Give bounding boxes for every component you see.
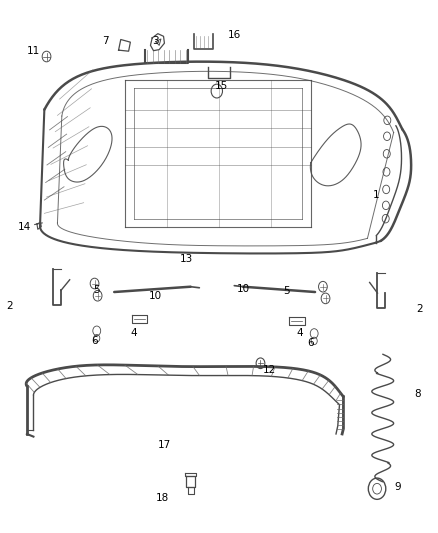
- Text: 16: 16: [228, 30, 241, 41]
- Text: 10: 10: [237, 284, 250, 294]
- Text: 3: 3: [152, 36, 159, 45]
- Text: 2: 2: [6, 301, 13, 311]
- Text: 17: 17: [158, 440, 171, 450]
- Text: 13: 13: [180, 254, 193, 263]
- Text: 2: 2: [417, 304, 423, 314]
- Text: 4: 4: [297, 328, 303, 338]
- Text: 15: 15: [215, 81, 228, 91]
- Text: 8: 8: [414, 389, 421, 399]
- Text: 5: 5: [283, 286, 290, 296]
- Text: 11: 11: [27, 46, 40, 56]
- Text: 1: 1: [373, 190, 379, 200]
- Text: 6: 6: [307, 338, 314, 348]
- Text: 7: 7: [102, 36, 109, 45]
- Text: 18: 18: [155, 492, 169, 503]
- Text: 12: 12: [263, 365, 276, 375]
- Text: 5: 5: [93, 286, 100, 295]
- Text: 10: 10: [149, 290, 162, 301]
- Text: 9: 9: [395, 482, 401, 492]
- Text: 6: 6: [91, 336, 98, 346]
- Text: 4: 4: [131, 328, 137, 338]
- Text: 14: 14: [18, 222, 32, 232]
